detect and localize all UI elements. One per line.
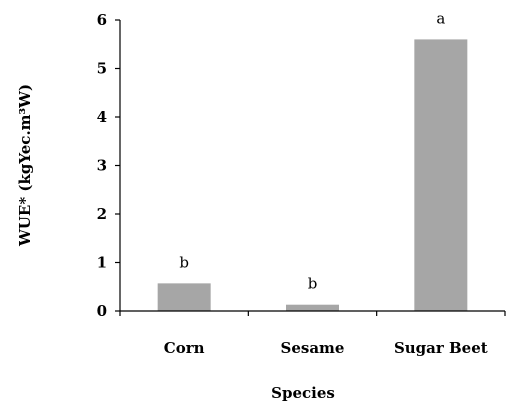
significance-label: b [179,253,189,271]
significance-label: b [308,275,318,293]
significance-label: a [436,9,445,27]
bar-sesame [286,304,339,311]
y-tick-label: 6 [97,11,107,29]
x-axis-label: Species [271,384,335,402]
y-tick-label: 0 [97,302,107,320]
x-ticks-group: Corn Sesame Sugar Beet [119,311,506,357]
bars-group [157,39,468,312]
bar-sugar-beet [414,39,468,312]
y-tick-label: 5 [97,60,107,78]
y-tick-label: 1 [97,254,107,272]
x-tick-label: Sugar Beet [394,339,488,357]
y-tick-label: 3 [97,157,107,175]
annotations-group: b b a [179,9,445,292]
y-tick-label: 4 [97,108,107,126]
x-tick-label: Corn [164,339,205,357]
y-axis-label: WUE* (kgYec.m³W) [16,84,34,247]
y-ticks-group: 0 1 2 3 4 5 6 [97,11,120,320]
y-tick-label: 2 [97,205,107,223]
bar-corn [157,283,211,311]
x-tick-label: Sesame [281,339,345,357]
